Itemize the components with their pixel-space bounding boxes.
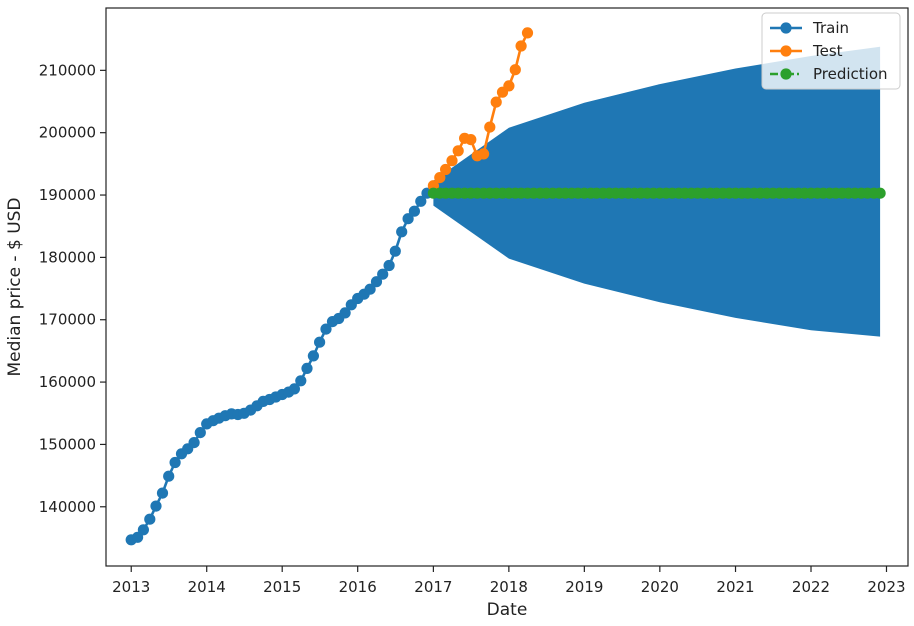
- prediction-point: [874, 187, 886, 199]
- y-axis: 140000 150000 160000 170000 180000 190000 2000…: [39, 61, 106, 516]
- train-point: [144, 513, 156, 525]
- x-tick-label: 2020: [641, 578, 679, 596]
- x-tick-label: 2018: [490, 578, 528, 596]
- test-point: [434, 172, 446, 184]
- series-layer: [125, 27, 886, 546]
- x-tick-label: 2014: [188, 578, 226, 596]
- y-tick-label: 150000: [39, 435, 96, 453]
- y-tick-label: 170000: [39, 311, 96, 329]
- legend-entry: Prediction: [770, 65, 888, 83]
- x-tick-label: 2015: [263, 578, 301, 596]
- plot-border: [105, 7, 909, 567]
- series-prediction: [427, 187, 886, 199]
- legend-marker: [780, 68, 792, 80]
- train-point: [402, 213, 414, 225]
- train-point: [415, 195, 427, 207]
- legend-entry: Test: [770, 42, 843, 60]
- train-point: [377, 268, 389, 280]
- y-tick-label: 180000: [39, 248, 96, 266]
- test-point: [478, 148, 490, 160]
- y-tick-label: 160000: [39, 373, 96, 391]
- train-point: [194, 427, 206, 439]
- series-test: [427, 27, 534, 192]
- train-point: [307, 350, 319, 362]
- train-point: [288, 383, 300, 395]
- test-point: [509, 64, 521, 76]
- train-point: [163, 470, 175, 482]
- test-point: [440, 163, 452, 176]
- x-tick-label: 2013: [112, 578, 150, 596]
- train-point: [150, 500, 162, 512]
- train-line: [130, 192, 429, 542]
- test-point: [490, 96, 502, 108]
- x-axis-label: Date: [487, 600, 528, 620]
- y-tick-label: 200000: [39, 124, 96, 142]
- train-point: [156, 487, 169, 499]
- train-point: [314, 336, 326, 348]
- y-tick-label: 190000: [39, 186, 96, 204]
- test-point: [503, 80, 515, 92]
- train-point: [389, 245, 401, 257]
- legend-marker: [780, 45, 792, 57]
- train-point: [408, 205, 420, 217]
- x-tick-label: 2017: [414, 578, 452, 596]
- test-point: [452, 145, 464, 157]
- legend-label: Prediction: [813, 65, 888, 83]
- test-point: [521, 27, 534, 39]
- legend-label: Test: [812, 42, 843, 60]
- legend-box: [761, 12, 901, 90]
- train-point: [295, 375, 307, 387]
- legend-marker: [780, 22, 792, 34]
- series-train: [125, 187, 433, 546]
- train-point: [383, 259, 395, 272]
- x-tick-label: 2019: [565, 578, 603, 596]
- train-point: [396, 226, 408, 238]
- x-tick-label: 2021: [716, 578, 754, 596]
- train-point: [364, 283, 376, 295]
- y-tick-label: 210000: [39, 61, 96, 79]
- legend-entry: Train: [770, 19, 849, 37]
- train-point: [339, 307, 351, 319]
- x-axis: 2013 2014 2015 2016 2017 2018 2019 2020 2021 2022…: [112, 566, 906, 596]
- legend: Train Test Prediction: [761, 12, 901, 90]
- x-tick-label: 2016: [339, 578, 377, 596]
- x-tick-label: 2023: [867, 578, 905, 596]
- train-point: [370, 276, 383, 288]
- test-point: [465, 134, 477, 146]
- y-axis-label: Median price - $ USD: [5, 197, 25, 376]
- test-point: [484, 121, 496, 133]
- y-tick-label: 140000: [39, 498, 96, 516]
- train-point: [137, 524, 149, 536]
- plot-frame: [105, 7, 909, 567]
- train-point: [301, 362, 313, 374]
- x-tick-label: 2022: [792, 578, 830, 596]
- test-point: [515, 40, 527, 52]
- train-point: [320, 323, 332, 335]
- test-point: [446, 155, 458, 167]
- train-point: [169, 456, 181, 469]
- legend-label: Train: [812, 19, 849, 37]
- train-point: [188, 437, 200, 449]
